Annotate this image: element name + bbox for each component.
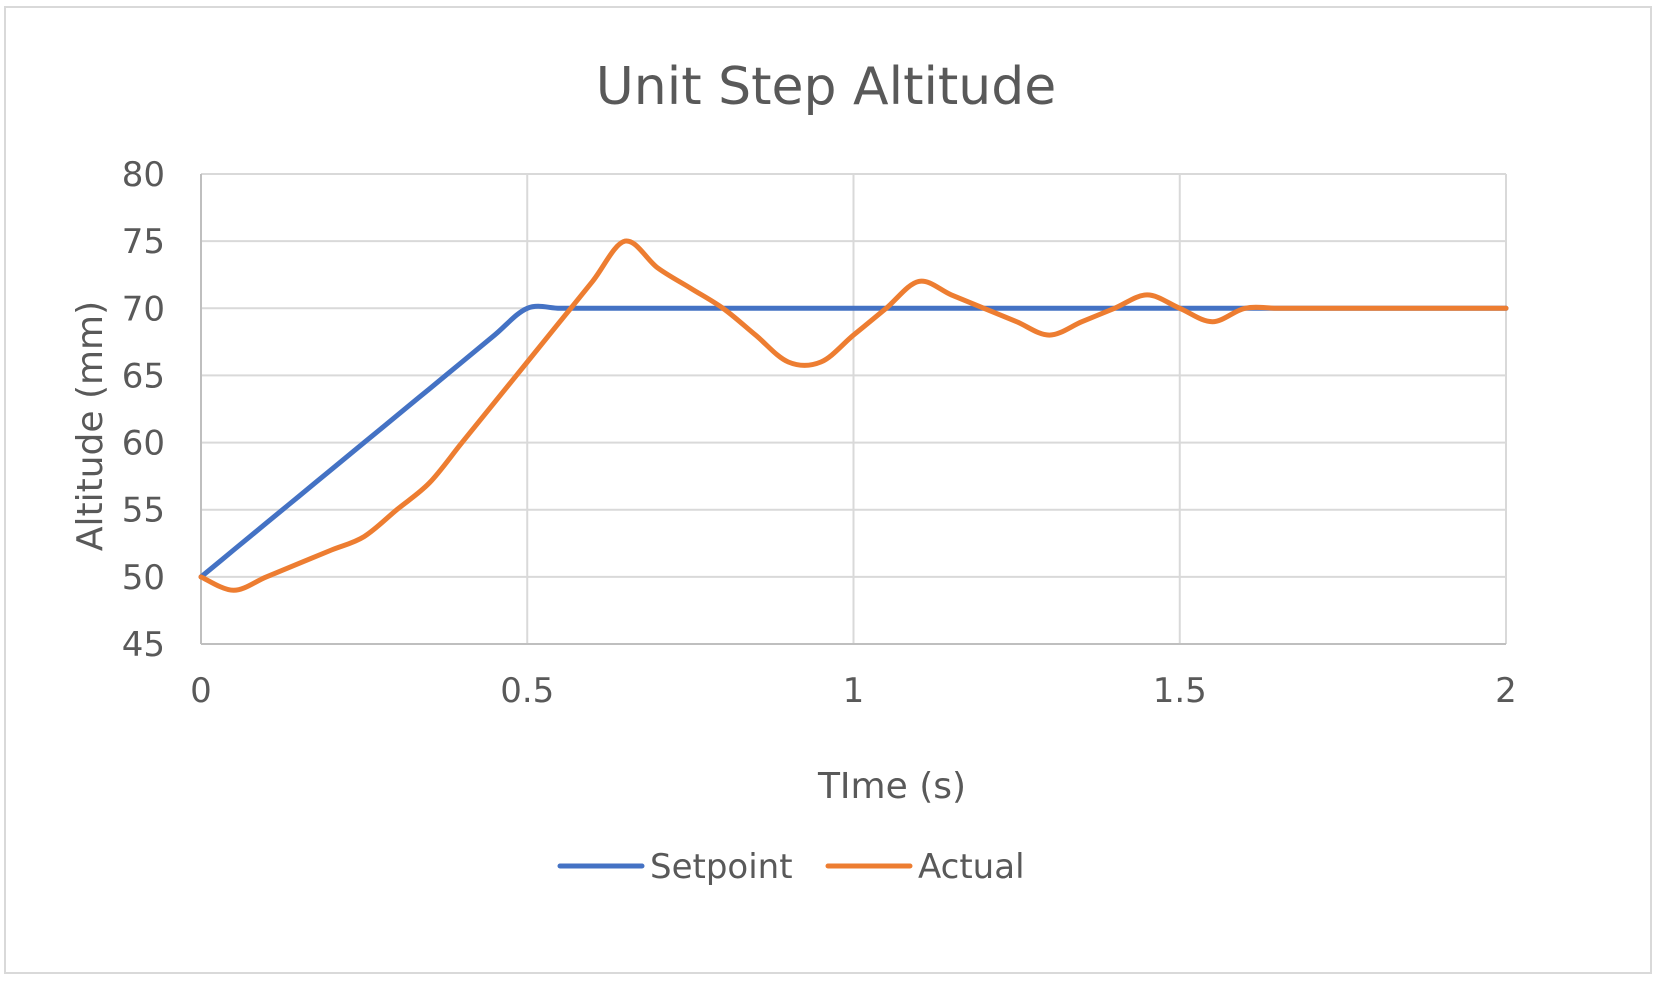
y-tick-label: 65: [122, 356, 165, 396]
legend-label-actual: Actual: [918, 847, 1025, 887]
legend: Setpoint Actual: [557, 847, 1025, 887]
chart-title: Unit Step Altitude: [596, 57, 1057, 117]
y-tick-label: 70: [122, 289, 165, 329]
x-tick-label: 0.5: [500, 671, 554, 711]
x-axis-ticks: 0 0.5 1 1.5 2: [190, 671, 1517, 711]
axes: [200, 174, 1506, 645]
y-tick-label: 75: [122, 222, 165, 262]
series-lines: [198, 238, 1509, 593]
y-tick-label: 45: [122, 625, 165, 665]
grid-lines: [201, 173, 1507, 644]
x-tick-label: 2: [1495, 671, 1517, 711]
y-tick-label: 60: [122, 424, 165, 464]
legend-label-setpoint: Setpoint: [650, 847, 793, 887]
y-axis-title: Altitude (mm): [70, 301, 111, 551]
y-tick-label: 55: [122, 491, 165, 531]
x-tick-label: 1.5: [1153, 671, 1207, 711]
y-axis-ticks: 45 50 55 60 65 70 75 80: [122, 155, 165, 665]
y-tick-label: 50: [122, 558, 165, 598]
line-chart: Unit Step Altitude 45 50 55 60 65 70 75 80 0 0.5…: [70, 57, 1517, 887]
series-line-actual: [198, 238, 1509, 593]
chart-frame: Unit Step Altitude 45 50 55 60 65 70 75 80 0 0.5…: [4, 6, 1652, 974]
x-tick-label: 0: [190, 671, 212, 711]
x-axis-title: TIme (s): [817, 766, 966, 807]
x-tick-label: 1: [843, 671, 865, 711]
y-tick-label: 80: [122, 155, 165, 195]
